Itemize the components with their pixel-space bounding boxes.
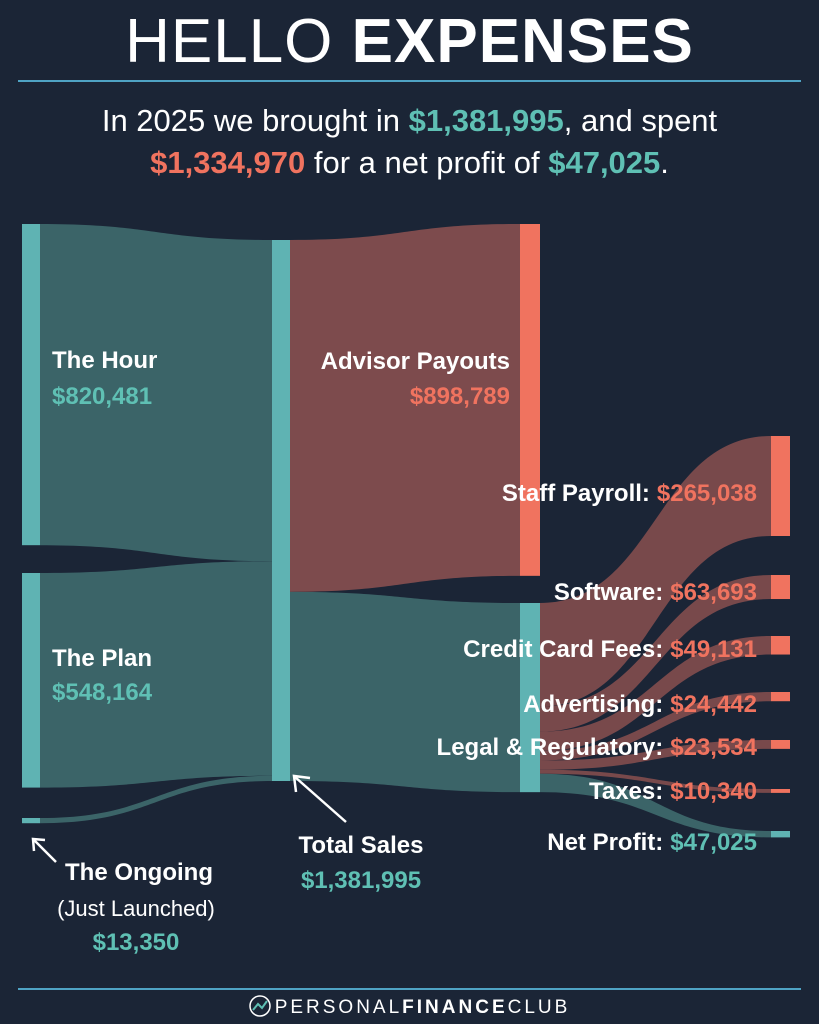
operating-node [520, 603, 540, 793]
source-label-hour: The Hour [52, 347, 157, 374]
source-label-plan: The Plan [52, 645, 152, 672]
flow-legal-regulatory [540, 740, 771, 770]
summary-part3: for a net profit of [305, 145, 549, 180]
source-value-ongoing: $13,350 [93, 929, 180, 956]
flow-credit-card-fees [540, 636, 771, 751]
expense-value-software: $63,693 [670, 579, 757, 606]
flow-the-ongoing [40, 775, 272, 824]
expense-node-staff-payroll [771, 436, 790, 536]
expense-node-legal-regulatory [771, 740, 790, 749]
source-note-ongoing: (Just Launched) [57, 896, 215, 921]
title-light: HELLO [125, 7, 334, 76]
expense-label-staff-payroll: Staff Payroll: [502, 480, 650, 507]
expense-value-credit-card-fees: $49,131 [670, 636, 757, 663]
source-value-hour: $820,481 [52, 383, 152, 410]
summary-income: $1,381,995 [408, 103, 564, 138]
brand-personal: PERSONAL [274, 997, 403, 1018]
summary-profit: $47,025 [548, 145, 661, 180]
expense-row-net-profit: Net Profit: $47,025 [547, 829, 757, 856]
expense-value-advisor-payouts: $898,789 [410, 383, 510, 410]
expense-value-taxes: $10,340 [670, 778, 757, 805]
expense-row-credit-card-fees: Credit Card Fees: $49,131 [463, 636, 757, 663]
expense-row-software: Software: $63,693 [554, 579, 757, 606]
summary-text: In 2025 we brought in $1,381,995, and sp… [0, 100, 819, 184]
flow-operating-remainder [290, 591, 520, 793]
net-profit-value: $47,025 [670, 829, 757, 856]
brand-club: CLUB [507, 997, 571, 1018]
brand-finance: FINANCE [402, 997, 508, 1018]
net-profit-node [771, 831, 790, 838]
expense-label-credit-card-fees: Credit Card Fees: [463, 636, 663, 663]
expense-node-software [771, 575, 790, 600]
summary-line-2: $1,334,970 for a net profit of $47,025. [0, 142, 819, 184]
expense-row-staff-payroll: Staff Payroll: $265,038 [502, 480, 757, 507]
flow-advertising [540, 692, 771, 761]
expense-value-advertising: $24,442 [670, 691, 757, 718]
source-node-the-plan [22, 573, 40, 788]
expense-node-credit-card-fees [771, 636, 790, 655]
net-profit-label: Net Profit: [547, 829, 663, 856]
expense-label-taxes: Taxes: [589, 778, 663, 805]
sankey-nodes [22, 224, 790, 838]
source-node-the-ongoing [22, 818, 40, 824]
top-divider [18, 80, 801, 82]
arrow-to-ongoing-icon [31, 837, 57, 863]
expense-label-advertising: Advertising: [523, 691, 663, 718]
summary-part1: In 2025 we brought in [101, 103, 409, 138]
page-title: HELLO EXPENSES [0, 6, 819, 78]
flow-taxes [540, 769, 771, 793]
total-value: $1,381,995 [301, 867, 421, 894]
total-label: Total Sales [299, 832, 424, 859]
pfc-logo-icon [248, 995, 271, 1017]
expense-value-staff-payroll: $265,038 [657, 480, 757, 507]
bottom-divider [18, 988, 801, 990]
footer-brand: PERSONALFINANCECLUB [0, 995, 819, 1019]
expense-row-taxes: Taxes: $10,340 [589, 778, 757, 805]
expense-value-legal-regulatory: $23,534 [670, 734, 757, 761]
flow-the-hour [40, 224, 272, 562]
title-bold: EXPENSES [351, 7, 694, 76]
summary-part2: , and spent [563, 103, 718, 138]
summary-spent: $1,334,970 [150, 145, 306, 180]
flow-staff-payroll [540, 436, 771, 707]
expense-label-software: Software: [554, 579, 663, 606]
source-value-plan: $548,164 [52, 679, 153, 706]
sankey-labels: The Hour $820,481 The Plan $548,164 The … [52, 347, 758, 956]
flow-advisor-payouts [290, 224, 520, 592]
source-label-ongoing: The Ongoing [65, 859, 213, 886]
expense-row-advertising: Advertising: $24,442 [523, 691, 757, 718]
expense-label-advisor-payouts: Advisor Payouts [321, 348, 510, 375]
expense-node-advertising [771, 692, 790, 702]
summary-line-1: In 2025 we brought in $1,381,995, and sp… [0, 100, 819, 142]
arrow-to-total-icon [292, 774, 347, 823]
expense-row-legal-regulatory: Legal & Regulatory: $23,534 [437, 734, 758, 761]
total-node [272, 240, 290, 781]
expense-node-taxes [771, 789, 790, 793]
flow-software [540, 575, 771, 732]
flow-the-plan [40, 561, 272, 788]
expense-node-advisor-payouts [520, 224, 540, 576]
source-node-the-hour [22, 224, 40, 546]
summary-part4: . [660, 145, 669, 180]
flow-net-profit [540, 773, 771, 838]
expense-label-legal-regulatory: Legal & Regulatory: [437, 734, 664, 761]
sankey-flows [40, 224, 771, 838]
